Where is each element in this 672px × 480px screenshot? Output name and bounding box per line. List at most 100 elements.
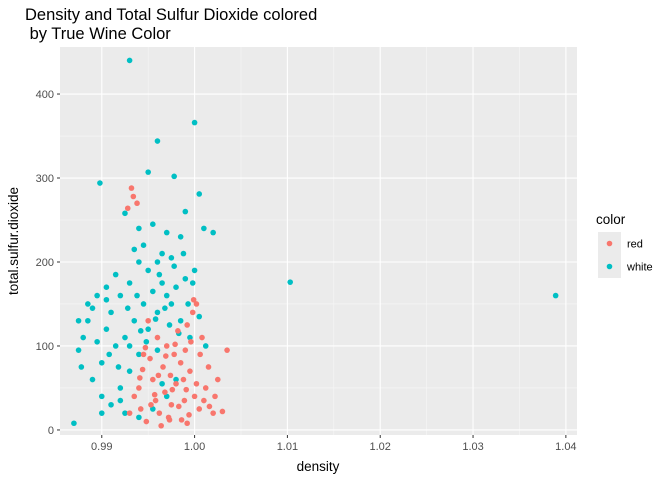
data-point-white — [154, 309, 161, 316]
legend-label-red: red — [627, 239, 643, 251]
data-point-white — [115, 364, 122, 370]
data-point-red — [183, 386, 190, 393]
data-point-red — [142, 344, 149, 351]
data-point-white — [150, 288, 156, 295]
data-point-red — [128, 185, 135, 191]
data-point-white — [112, 343, 119, 349]
data-point-white — [136, 259, 142, 265]
y-tick-label: 300 — [36, 173, 54, 185]
legend-label-white: white — [626, 262, 653, 274]
data-point-white — [163, 229, 170, 236]
data-point-red — [205, 364, 212, 370]
data-point-red — [178, 417, 185, 423]
data-point-white — [163, 292, 170, 299]
data-point-white — [117, 292, 124, 299]
data-point-white — [112, 271, 119, 278]
data-point-white — [106, 351, 112, 358]
data-point-red — [152, 397, 159, 404]
data-point-red — [191, 393, 198, 400]
data-point-white — [180, 250, 187, 257]
data-point-red — [172, 341, 178, 348]
data-point-white — [171, 263, 177, 269]
data-point-white — [163, 393, 170, 400]
data-point-white — [103, 296, 110, 303]
data-point-red — [126, 410, 133, 416]
data-point-red — [156, 410, 163, 416]
data-point-white — [98, 410, 105, 416]
data-point-red — [176, 403, 182, 410]
x-tick-label: 1.01 — [277, 441, 298, 453]
data-point-white — [210, 229, 216, 236]
chart-title-line-1: Density and Total Sulfur Dioxide colored — [25, 6, 318, 24]
data-point-white — [126, 280, 133, 286]
data-point-white — [156, 271, 163, 278]
data-point-red — [160, 364, 166, 370]
data-point-white — [94, 292, 100, 299]
data-point-red — [158, 422, 164, 429]
data-point-red — [148, 401, 154, 408]
data-point-white — [122, 410, 128, 416]
data-point-red — [196, 406, 203, 412]
data-point-white — [191, 119, 198, 126]
x-tick-label: 1.00 — [184, 441, 205, 453]
data-point-red — [131, 393, 138, 400]
data-point-red — [184, 420, 190, 427]
data-point-white — [103, 284, 110, 290]
plot-panel — [60, 47, 577, 435]
data-point-white — [71, 420, 77, 427]
data-point-red — [219, 408, 226, 415]
data-point-white — [159, 280, 165, 286]
chart-title-line-2: by True Wine Color — [25, 25, 171, 43]
data-point-white — [75, 317, 82, 324]
data-point-red — [173, 380, 179, 387]
x-tick-label: 1.03 — [462, 441, 483, 453]
data-point-red — [188, 338, 194, 345]
x-axis-title: density — [297, 459, 340, 474]
data-point-red — [155, 372, 162, 379]
data-point-white — [168, 301, 175, 307]
grid-major — [60, 47, 577, 435]
y-axis-title: total.sulfur.dioxide — [6, 187, 21, 295]
data-point-red — [171, 351, 177, 358]
data-point-white — [185, 301, 191, 307]
data-point-white — [126, 368, 133, 374]
data-point-white — [136, 225, 142, 232]
data-point-white — [85, 301, 91, 307]
data-point-red — [163, 353, 169, 359]
axis-ticks: 0.99 1.00 1.01 1.02 1.03 1.04 0 100 200 300 400 — [36, 89, 577, 453]
data-point-white — [126, 57, 133, 64]
data-point-white — [182, 275, 189, 282]
data-point-red — [214, 376, 221, 383]
data-point-red — [140, 351, 147, 358]
y-tick-label: 400 — [36, 89, 54, 101]
data-point-red — [151, 391, 158, 398]
data-point-red — [212, 393, 218, 400]
data-point-white — [552, 292, 559, 299]
data-point-white — [136, 351, 142, 358]
x-tick-label: 1.04 — [555, 441, 576, 453]
data-point-white — [196, 191, 203, 197]
data-point-red — [186, 412, 192, 418]
data-point-white — [145, 326, 151, 332]
data-point-white — [108, 309, 114, 316]
data-point-white — [140, 242, 147, 248]
data-point-white — [124, 305, 131, 311]
data-point-white — [159, 250, 165, 257]
data-point-white — [150, 221, 156, 228]
data-point-red — [187, 368, 193, 374]
data-point-red — [134, 200, 140, 207]
data-point-red — [163, 343, 170, 349]
data-point-white — [117, 385, 124, 391]
data-point-red — [162, 389, 168, 395]
data-point-white — [126, 343, 133, 349]
data-point-white — [94, 338, 100, 345]
y-tick-label: 200 — [36, 257, 54, 269]
y-tick-label: 0 — [48, 425, 54, 437]
data-point-red — [224, 347, 230, 353]
data-point-red — [139, 366, 146, 373]
data-point-red — [147, 355, 153, 362]
data-point-red — [143, 418, 150, 425]
data-point-white — [131, 246, 138, 253]
data-point-red — [168, 401, 175, 408]
